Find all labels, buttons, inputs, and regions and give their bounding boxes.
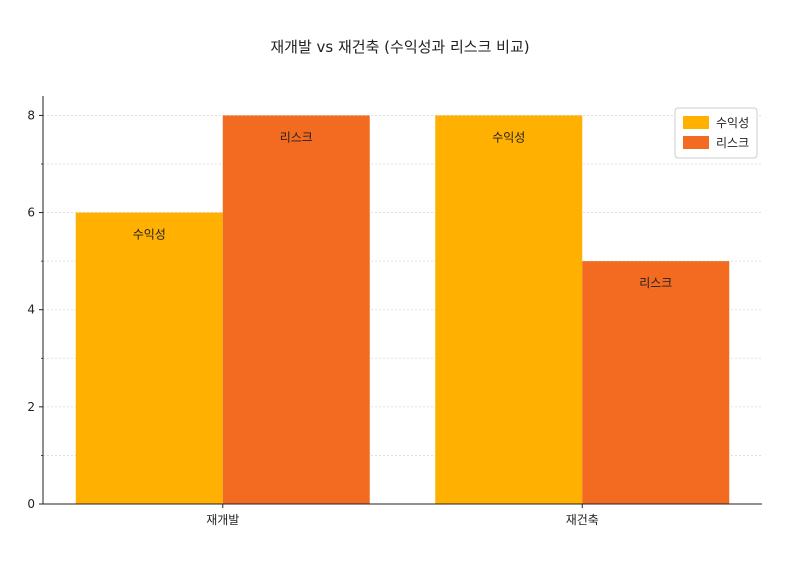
- bar-data-label: 수익성: [492, 130, 525, 144]
- x-tick-label: 재건축: [566, 513, 599, 527]
- y-tick-label: 2: [27, 400, 35, 414]
- axes: 재개발 재건축 0 2 4 6 8: [27, 96, 762, 527]
- bar-data-label: 수익성: [133, 228, 166, 242]
- bar-리스크-재개발: [222, 115, 370, 504]
- bar-리스크-재건축: [582, 261, 730, 504]
- y-tick-label: 8: [27, 108, 35, 122]
- legend-label: 리스크: [716, 136, 749, 150]
- chart-title: 재개발 vs 재건축 (수익성과 리스크 비교): [270, 38, 529, 56]
- y-tick-label: 0: [27, 497, 35, 511]
- bar-수익성-재개발: [75, 212, 223, 505]
- y-tick-label: 6: [27, 206, 35, 220]
- legend-swatch: [683, 116, 709, 129]
- legend-swatch: [683, 136, 709, 149]
- y-tick-label: 4: [27, 303, 35, 317]
- legend-label: 수익성: [716, 116, 749, 130]
- bar-수익성-재건축: [435, 115, 583, 504]
- bar-data-label: 리스크: [639, 276, 672, 290]
- bar-data-label: 리스크: [280, 130, 313, 144]
- x-tick-label: 재개발: [206, 513, 239, 527]
